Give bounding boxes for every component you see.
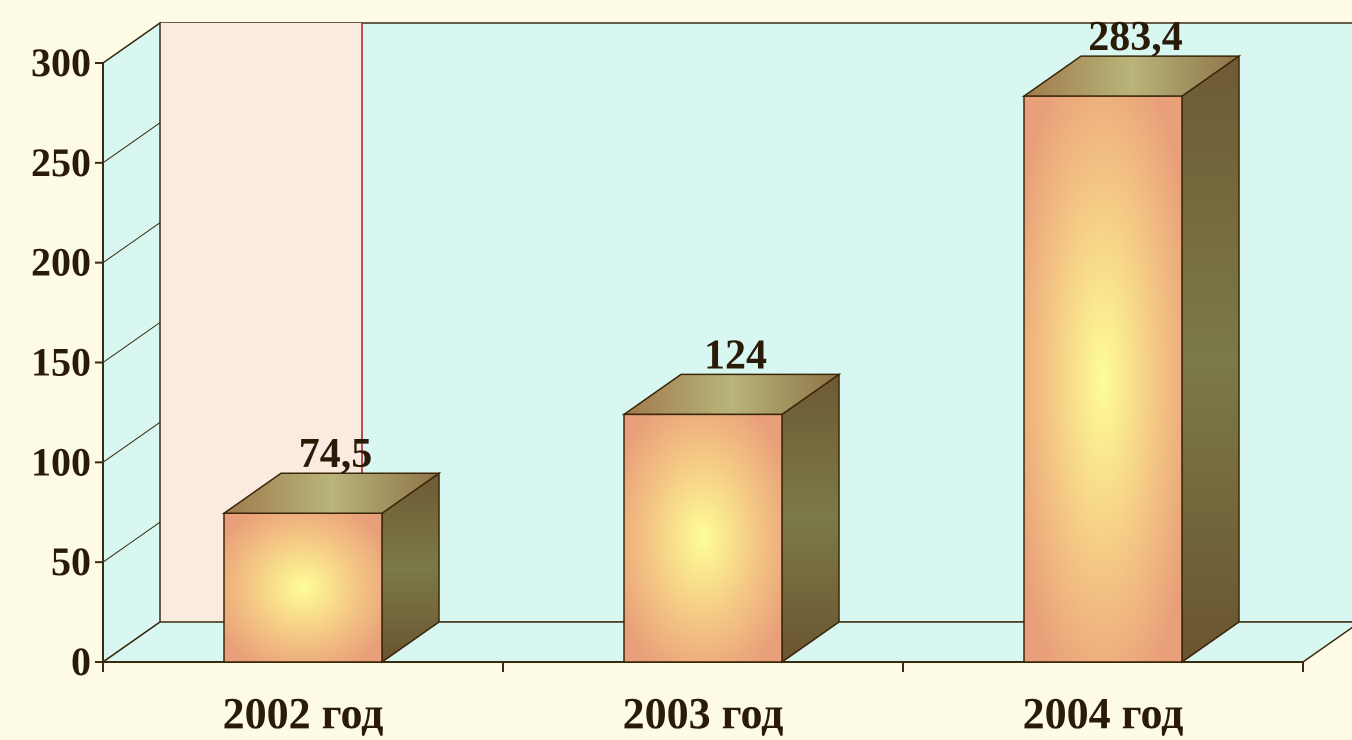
bar-side-face xyxy=(781,372,840,664)
y-tick-label: 250 xyxy=(31,140,91,185)
y-tick-diagonal xyxy=(102,122,161,164)
bar-front-face xyxy=(623,413,783,663)
y-tick-label: 300 xyxy=(31,40,91,85)
bar xyxy=(1021,54,1242,664)
y-tick-label: 100 xyxy=(31,439,91,484)
y-tick-label: 0 xyxy=(71,639,91,684)
bar-front-face xyxy=(223,512,383,663)
y-tick-diagonal xyxy=(102,222,161,264)
y-tick-label: 150 xyxy=(31,340,91,385)
y-tick-diagonal xyxy=(102,322,161,363)
x-category-label: 2004 год xyxy=(1023,689,1184,738)
bar-value-label: 124 xyxy=(704,332,767,378)
x-category-label: 2003 год xyxy=(623,689,784,738)
y-tick-diagonal xyxy=(102,421,161,463)
y-tick-diagonal xyxy=(102,22,161,64)
chart-labels: 0 50 100 150 200 250 300 74,5 2002 год 124 2003 го… xyxy=(31,14,1183,738)
y-tick-diagonal xyxy=(102,621,161,663)
bar-value-label: 283,4 xyxy=(1088,14,1183,60)
bar xyxy=(221,471,442,664)
bar-side-face xyxy=(1181,54,1240,664)
bar xyxy=(621,372,842,664)
y-tick-diagonal xyxy=(102,521,161,563)
bar-front-face xyxy=(1023,95,1183,663)
chart-bars xyxy=(221,54,1242,664)
y-tick-label: 50 xyxy=(51,539,91,584)
y-tick-label: 200 xyxy=(31,240,91,285)
bar-value-label: 74,5 xyxy=(299,431,373,477)
x-category-label: 2002 год xyxy=(223,689,384,738)
